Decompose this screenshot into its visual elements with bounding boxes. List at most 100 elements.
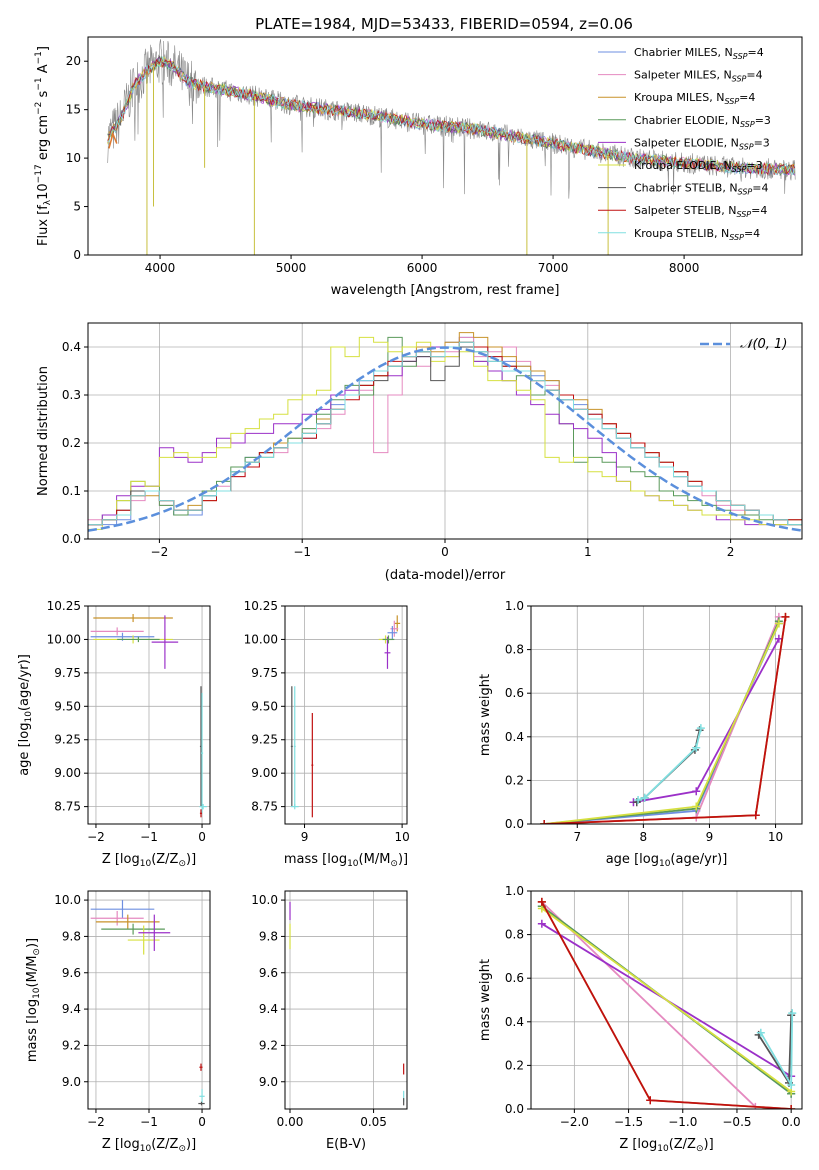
legend-separator: , xyxy=(716,69,723,82)
x-axis-label-part: ⊙ xyxy=(696,1144,704,1154)
y-axis-label-part: −1 xyxy=(34,51,44,64)
legend-entry: Kroupa STELIB, NSSP=4 xyxy=(634,227,760,242)
residuals-panel: −2 −1 0 1 2 0.0 0.1 0.2 0.3 0.4 (data-model)/error… xyxy=(36,322,803,583)
y-tick-label: 10.00 xyxy=(244,632,278,646)
legend-nssp-equals: = xyxy=(746,159,755,172)
x-tick-label: 0.05 xyxy=(360,1115,387,1129)
y-axis-label-part: s xyxy=(36,90,51,101)
y-axis-label-part: λ xyxy=(43,199,53,205)
legend-nssp-prefix: N xyxy=(721,227,729,240)
y-tick-label: 10.0 xyxy=(251,893,278,907)
weight-point-marker xyxy=(756,1028,765,1037)
legend-nssp-equals: = xyxy=(754,136,763,149)
legend-nssp-prefix: N xyxy=(725,46,733,59)
legend-separator: , xyxy=(716,159,723,172)
x-tick-label: 0.00 xyxy=(277,1115,304,1129)
x-axis-label-part: Z [log xyxy=(102,1137,140,1152)
x-tick-label: −2 xyxy=(151,545,169,559)
weight-line xyxy=(541,901,792,1109)
x-axis-label-part: ⊙ xyxy=(178,1144,186,1154)
weight-point-marker xyxy=(787,1081,796,1090)
weight-line xyxy=(544,620,780,824)
age-vs-mass-plot-area xyxy=(290,615,401,818)
weight-line xyxy=(544,623,780,824)
x-axis-label-part: ⊙ xyxy=(178,859,186,869)
y-tick-label: 9.4 xyxy=(259,1002,278,1016)
legend-label: Chabrier ELODIE xyxy=(634,114,725,127)
x-tick-label: −0.5 xyxy=(722,1115,751,1129)
y-axis-label-part: 10 xyxy=(24,711,34,723)
weight-point-marker xyxy=(774,619,783,628)
x-axis-label-part: (Z/Z xyxy=(151,1137,178,1152)
x-axis-label: E(B-V) xyxy=(326,1137,366,1152)
gaussian-curve xyxy=(88,346,802,532)
legend-label: Kroupa STELIB xyxy=(634,227,714,240)
x-axis-label-part: (M/M xyxy=(359,852,391,867)
x-tick-label: 9 xyxy=(301,830,309,844)
y-tick-label: 10.25 xyxy=(244,599,278,613)
legend-nssp-sub: SSP xyxy=(739,142,754,151)
y-tick-label: 9.2 xyxy=(62,1038,81,1052)
x-axis-label-part: 10 xyxy=(347,859,359,869)
weight-point-marker xyxy=(696,724,705,733)
y-tick-label: 9.50 xyxy=(251,699,278,713)
x-tick-label: 10 xyxy=(394,830,409,844)
y-tick-label: 10 xyxy=(66,151,81,165)
legend-entry: Chabrier STELIB, NSSP=4 xyxy=(634,182,768,197)
legend-nssp-sub: SSP xyxy=(740,120,755,129)
legend-nssp-prefix: N xyxy=(731,136,739,149)
legend-nssp-value: 3 xyxy=(764,114,771,127)
x-tick-label: −1 xyxy=(140,830,158,844)
weight-point-marker xyxy=(640,793,649,802)
legend-nssp-value: 4 xyxy=(756,69,763,82)
y-axis-label-part: −1 xyxy=(34,77,44,90)
x-axis-label: Z [log10(Z/Z⊙)] xyxy=(102,1137,196,1154)
weight-point-marker xyxy=(646,1096,655,1105)
x-axis-label-part: Z [log xyxy=(619,1137,657,1152)
x-tick-label: 7 xyxy=(573,830,581,844)
x-axis-label: Z [log10(Z/Z⊙)] xyxy=(102,852,196,869)
spectrum-panel: 4000 5000 6000 7000 8000 0 5 10 15 20 wavelength [… xyxy=(34,36,803,298)
y-tick-label: 0.4 xyxy=(505,1015,524,1029)
legend-separator: , xyxy=(709,91,716,104)
mass-vs-z-plot-area xyxy=(90,900,205,1106)
y-axis-label-part: 10 xyxy=(36,183,51,200)
y-axis-label-part: age [log xyxy=(17,723,32,776)
y-tick-label: 0.6 xyxy=(505,686,524,700)
weight-point-marker xyxy=(537,897,546,906)
model-edge-line xyxy=(108,131,118,149)
y-axis-label-part: (M/M xyxy=(25,956,40,988)
y-axis-label: age [log10(age/yr)] xyxy=(17,654,34,776)
weight-line xyxy=(544,616,787,824)
y-tick-label: 8.75 xyxy=(54,800,81,814)
legend-nssp-equals: = xyxy=(739,91,748,104)
figure-title: PLATE=1984, MJD=53433, FIBERID=0594, z=0… xyxy=(255,15,633,33)
y-tick-label: 0.0 xyxy=(505,1102,524,1116)
age-vs-z-panel: −2 −1 0 8.75 9.00 9.25 9.50 9.75 10.00 10.25 Z [lo… xyxy=(17,599,211,869)
x-tick-label: 8 xyxy=(640,830,648,844)
legend-nssp-value: 3 xyxy=(756,159,763,172)
legend-nssp-prefix: N xyxy=(728,204,736,217)
x-axis-label-part: Z [log xyxy=(102,852,140,867)
x-axis-label-part: 10 xyxy=(657,1144,669,1154)
y-tick-label: 0.2 xyxy=(505,773,524,787)
y-tick-label: 9.6 xyxy=(259,966,278,980)
x-axis-label-part: (age/yr)] xyxy=(670,852,727,867)
age-vs-mass-axes-frame xyxy=(284,605,408,825)
x-tick-label: −2 xyxy=(87,830,105,844)
legend-nssp-sub: SSP xyxy=(724,97,739,106)
x-axis-label-part: mass [log xyxy=(284,852,347,867)
x-axis-label-part: age [log xyxy=(606,852,659,867)
legend-separator: , xyxy=(718,46,725,59)
legend-entry: Salpeter MILES, NSSP=4 xyxy=(634,69,763,84)
y-tick-label: 9.6 xyxy=(62,966,81,980)
legend-nssp-sub: SSP xyxy=(733,52,748,61)
legend-entry: Salpeter STELIB, NSSP=4 xyxy=(634,204,767,219)
legend-label: Chabrier MILES xyxy=(634,46,718,59)
legend-label: Kroupa ELODIE xyxy=(634,159,716,172)
weight-point-marker xyxy=(787,1105,796,1109)
x-axis-label: Z [log10(Z/Z⊙)] xyxy=(619,1137,713,1154)
y-tick-label: 10.0 xyxy=(54,893,81,907)
x-tick-label: 6000 xyxy=(407,261,438,275)
